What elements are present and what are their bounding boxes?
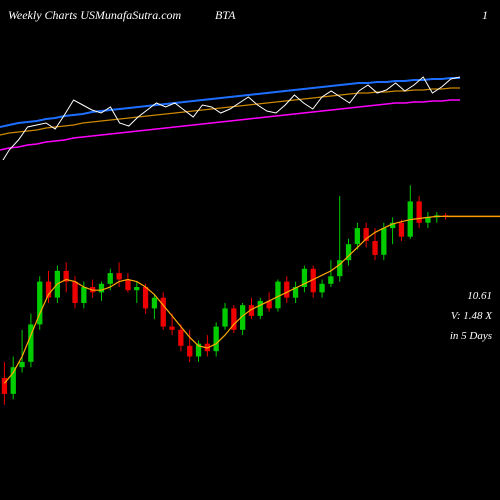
days-label: in 5 Days — [450, 330, 492, 342]
volume-label: V: 1.48 X — [451, 310, 492, 322]
price-label: 10.61 — [467, 290, 492, 302]
